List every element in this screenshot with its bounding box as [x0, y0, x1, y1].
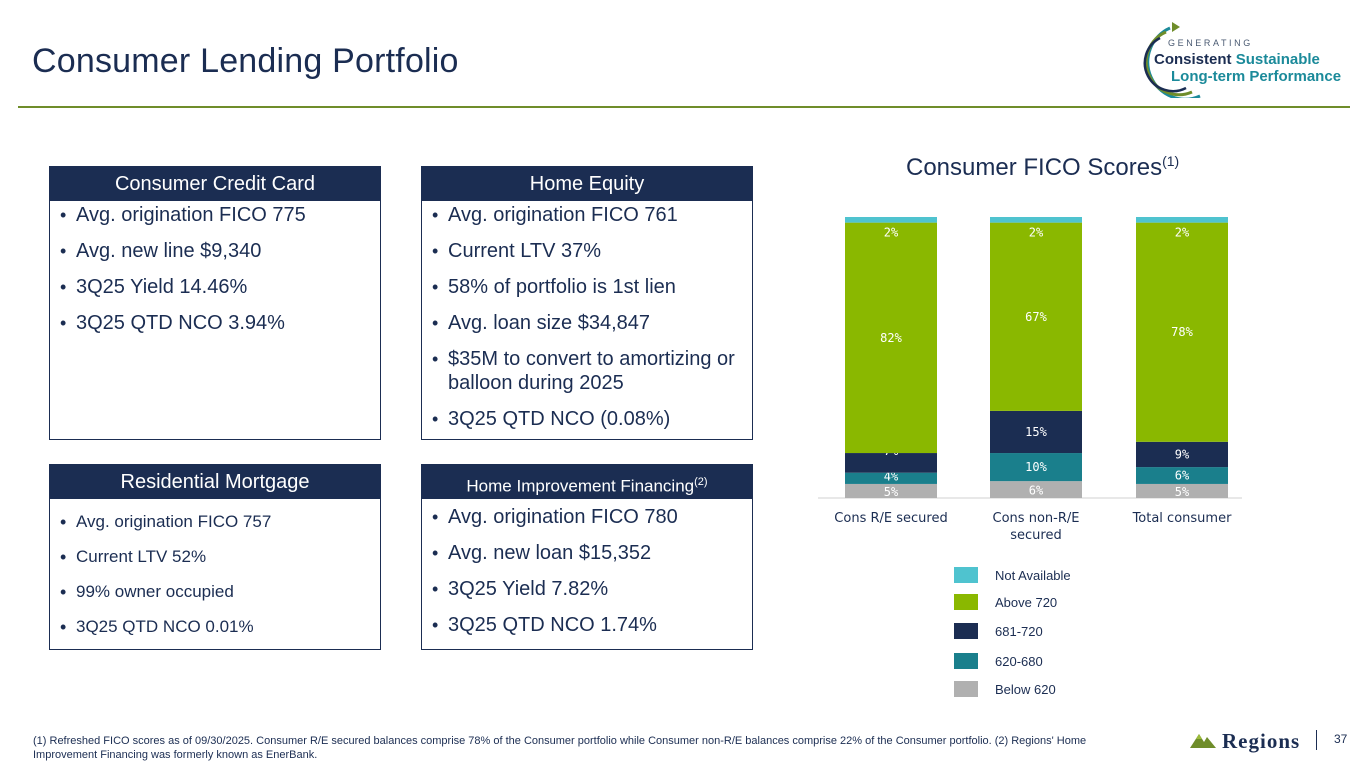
data-label-above-720-1: 82% [880, 331, 902, 345]
data-label-681-720-3: 9% [1175, 447, 1190, 461]
legend-swatch [954, 653, 978, 669]
footer-separator [1316, 730, 1317, 750]
page-number: 37 [1334, 732, 1348, 746]
category-label-2: Cons non-R/E [993, 511, 1080, 526]
card-bullet-list: Avg. origination FICO 757 Current LTV 52… [50, 499, 380, 638]
list-item: 99% owner occupied [60, 581, 380, 603]
list-item: Avg. origination FICO 761 [432, 203, 752, 227]
chart-title: Consumer FICO Scores(1) [906, 153, 1179, 182]
legend-label: Not Available [995, 568, 1071, 583]
category-label-1: Cons R/E secured [834, 511, 947, 526]
list-item: 58% of portfolio is 1st lien [432, 275, 752, 299]
data-label-below-620-1: 5% [884, 485, 899, 499]
fico-stacked-bar-chart: 5%4%7%82%2%Cons R/E secured6%10%15%67%2%… [818, 217, 1242, 543]
logo-sustainable: Sustainable [1235, 51, 1320, 68]
list-item: Avg. origination FICO 780 [432, 505, 752, 529]
footnote: (1) Refreshed FICO scores as of 09/30/20… [33, 735, 1087, 761]
bar-segment-620-680-1 [845, 472, 937, 484]
card-header: Consumer Credit Card [50, 167, 380, 201]
bar-segment-681-720-1 [845, 453, 937, 473]
data-label-above-720-2: 67% [1025, 310, 1047, 324]
regions-wordmark: Regions [1222, 729, 1301, 753]
bar-segment-below-620-1 [845, 483, 937, 498]
data-label-620-680-1: 4% [884, 469, 899, 483]
card-header-text: Home Improvement Financing [466, 476, 695, 496]
swoosh-icon [1143, 22, 1201, 98]
list-item: 3Q25 Yield 14.46% [60, 275, 380, 299]
data-label-below-620-2: 6% [1029, 484, 1044, 498]
logo-consistent: Consistent [1154, 51, 1232, 68]
list-item: Current LTV 37% [432, 239, 752, 263]
generating-logo: GENERATING Consistent Sustainable Long-t… [1130, 18, 1350, 98]
chart-title-text: Consumer FICO Scores [906, 154, 1163, 181]
page-title: Consumer Lending Portfolio [32, 42, 459, 80]
card-header: Home Equity [422, 167, 752, 201]
card-home-equity: Home Equity Avg. origination FICO 761 Cu… [421, 166, 753, 440]
card-consumer-credit-card: Consumer Credit Card Avg. origination FI… [49, 166, 381, 440]
legend-label: Above 720 [995, 595, 1058, 610]
logo-line-1: Consistent Sustainable [1154, 51, 1320, 68]
list-item: $35M to convert to amortizing or balloon… [432, 347, 752, 395]
list-item: 3Q25 QTD NCO (0.08%) [432, 407, 752, 431]
bar-segment-below-620-3 [1136, 483, 1228, 498]
list-item: 3Q25 QTD NCO 3.94% [60, 311, 380, 335]
category-label-3: Total consumer [1132, 511, 1233, 526]
card-header-footnote-ref: (2) [694, 476, 708, 488]
card-bullet-list: Avg. origination FICO 780 Avg. new loan … [422, 499, 752, 637]
title-divider [18, 106, 1350, 108]
bar-segment-620-680-3 [1136, 467, 1228, 484]
bar-segment-not-available-2 [990, 217, 1082, 223]
legend-swatch [954, 567, 978, 583]
legend-swatch [954, 594, 978, 610]
card-bullet-list: Avg. origination FICO 761 Current LTV 37… [422, 201, 752, 431]
bar-segment-681-720-3 [1136, 441, 1228, 468]
card-residential-mortgage: Residential Mortgage Avg. origination FI… [49, 464, 381, 650]
bar-segment-not-available-1 [845, 217, 937, 223]
logo-generating-text: GENERATING [1168, 38, 1253, 48]
bar-segment-above-720-2 [990, 222, 1082, 411]
legend-swatch [954, 623, 978, 639]
list-item: Avg. loan size $34,847 [432, 311, 752, 335]
list-item: Avg. new loan $15,352 [432, 541, 752, 565]
data-label-not-available-3: 2% [1175, 226, 1190, 240]
legend-swatch [954, 681, 978, 697]
data-label-681-720-2: 15% [1025, 425, 1047, 439]
card-home-improvement-financing: Home Improvement Financing(2) Avg. origi… [421, 464, 753, 650]
data-label-620-680-2: 10% [1025, 460, 1047, 474]
card-header: Home Improvement Financing(2) [422, 465, 752, 499]
chart-title-footnote-ref: (1) [1162, 153, 1180, 169]
legend-label: 681-720 [995, 624, 1043, 639]
card-header: Residential Mortgage [50, 465, 380, 499]
triangle-logo-icon [1190, 734, 1216, 748]
bar-segment-above-720-3 [1136, 222, 1228, 442]
category-label-2-line-2: secured [1010, 528, 1061, 543]
data-label-not-available-2: 2% [1029, 226, 1044, 240]
bar-segment-not-available-3 [1136, 217, 1228, 223]
bar-segment-681-720-2 [990, 410, 1082, 454]
list-item: 3Q25 Yield 7.82% [432, 577, 752, 601]
card-bullet-list: Avg. origination FICO 775 Avg. new line … [50, 201, 380, 335]
list-item: 3Q25 QTD NCO 1.74% [432, 613, 752, 637]
list-item: 3Q25 QTD NCO 0.01% [60, 616, 380, 638]
list-item: Avg. new line $9,340 [60, 239, 380, 263]
legend-label: Below 620 [995, 682, 1056, 697]
data-label-above-720-3: 78% [1171, 325, 1193, 339]
bar-segment-above-720-1 [845, 222, 937, 454]
list-item: Avg. origination FICO 775 [60, 203, 380, 227]
legend-label: 620-680 [995, 654, 1043, 669]
list-item: Avg. origination FICO 757 [60, 511, 380, 533]
bar-segment-620-680-2 [990, 453, 1082, 482]
data-label-below-620-3: 5% [1175, 485, 1190, 499]
list-item: Current LTV 52% [60, 546, 380, 568]
data-label-620-680-3: 6% [1175, 469, 1190, 483]
logo-long-term: Long-term Performance [1171, 68, 1342, 85]
data-label-not-available-1: 2% [884, 226, 899, 240]
bar-segment-below-620-2 [990, 481, 1082, 498]
